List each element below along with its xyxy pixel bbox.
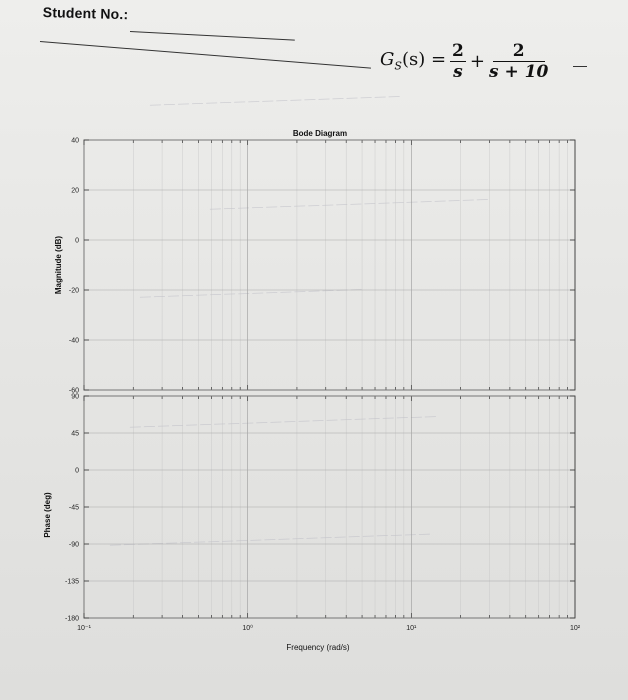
fraction-term-1: 2 s xyxy=(450,40,466,82)
phase-axis-label: Phase (deg) xyxy=(43,492,52,538)
x-tick-label: 10² xyxy=(570,625,581,632)
svg-text:— — — — — — — — — — — — — — —: — — — — — — — — — — — — — — — — — — xyxy=(150,90,400,111)
x-tick-label: 10⁰ xyxy=(242,624,253,632)
y-tick-label: 45 xyxy=(71,431,79,438)
magnitude-axis-label: Magnitude (dB) xyxy=(54,236,63,295)
y-tick-label: -60 xyxy=(69,388,79,395)
magnitude-panel: 40 20 0 -20 -40 -60 xyxy=(69,138,576,395)
y-tick-label: -45 xyxy=(69,505,79,512)
y-tick-label: -135 xyxy=(65,579,79,586)
frequency-axis-label: Frequency (rad/s) xyxy=(286,643,349,652)
y-tick-label: 0 xyxy=(75,468,79,475)
fraction-term-2: 2 s + 10 xyxy=(488,40,549,82)
y-tick-label: 20 xyxy=(71,188,79,195)
plus-sign: + xyxy=(469,50,485,72)
y-tick-label: -40 xyxy=(69,338,79,345)
phase-panel: 90 45 0 -45 -90 -135 -180 10⁻¹ 10⁰ 10¹ 10² xyxy=(65,394,581,633)
x-tick-label: 10⁻¹ xyxy=(77,625,91,632)
y-tick-label: 0 xyxy=(75,238,79,245)
svg-text:— — — — — — — — — — — — — — —: — — — — — — — — — — — — — — — — xyxy=(140,283,362,303)
svg-text:— — — — — — — — — — — — — — —: — — — — — — — — — — — — — — — — — — — — … xyxy=(130,410,436,433)
y-tick-label: -20 xyxy=(69,288,79,295)
y-tick-label: -180 xyxy=(65,616,79,623)
bleed-through: — — — — — — — — — — — — — — — — — — — — … xyxy=(110,90,488,551)
plot-frame xyxy=(83,139,576,391)
y-tick-label: -90 xyxy=(69,542,79,549)
plot-title: Bode Diagram xyxy=(293,129,347,138)
formula-lhs: GS(s) = xyxy=(380,49,447,73)
y-tick-label: 40 xyxy=(71,138,79,145)
y-tick-label: 90 xyxy=(71,394,79,401)
svg-text:— — — — — — — — — — — — — — —: — — — — — — — — — — — — — — — — — — — — xyxy=(210,193,488,215)
x-tick-label: 10¹ xyxy=(406,625,417,632)
transfer-function: GS(s) = 2 s + 2 s + 10 xyxy=(380,36,548,86)
trailing-dash xyxy=(573,66,587,67)
svg-text:— — — — — — — — — — — — — — —: — — — — — — — — — — — — — — — — — — — — … xyxy=(110,528,430,551)
